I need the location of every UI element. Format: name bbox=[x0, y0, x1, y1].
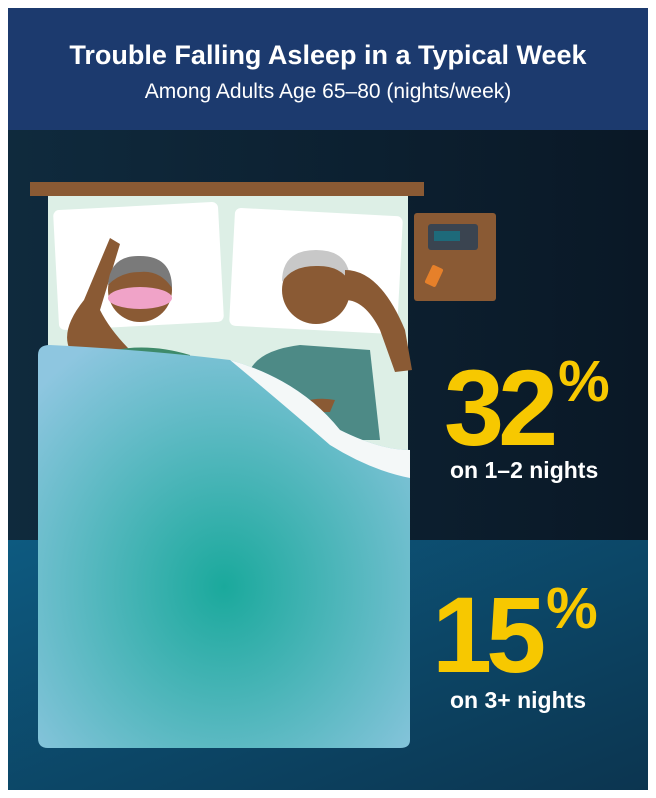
stat-number: 15 bbox=[432, 574, 544, 695]
title: Trouble Falling Asleep in a Typical Week bbox=[69, 40, 587, 70]
stat-number: 32 bbox=[444, 347, 554, 468]
stat-unit: % bbox=[546, 576, 597, 641]
stat-label: on 3+ nights bbox=[450, 687, 586, 713]
stat-unit: % bbox=[558, 349, 609, 414]
stat-value: 32% bbox=[444, 347, 609, 468]
bed-illustration bbox=[30, 182, 496, 748]
subtitle: Among Adults Age 65–80 (nights/week) bbox=[145, 80, 512, 103]
header-band bbox=[8, 8, 648, 130]
stat-value: 15% bbox=[432, 574, 597, 695]
stat-label: on 1–2 nights bbox=[450, 457, 598, 483]
